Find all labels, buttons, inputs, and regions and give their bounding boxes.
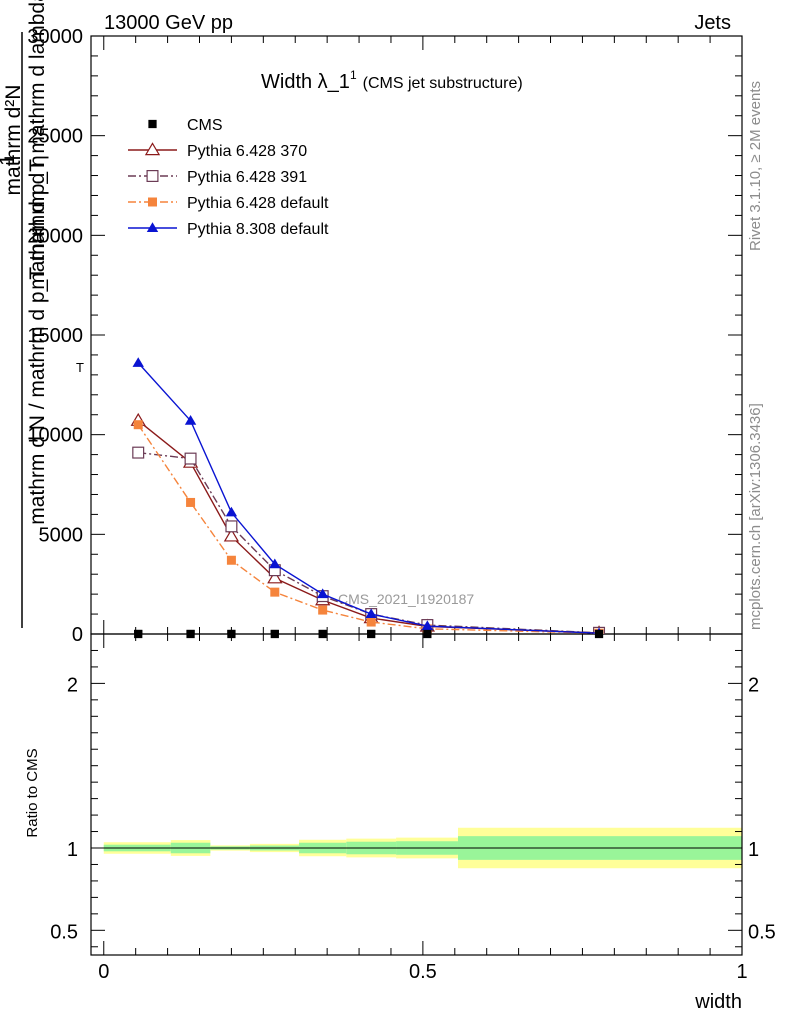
data-points-overlay [134, 629, 604, 639]
ylabel-denominator-two: mathrm d p_T mathrm d lambda [26, 0, 49, 290]
series-point [186, 497, 196, 507]
legend-label: Pythia 8.308 default [187, 221, 329, 238]
series-point [132, 357, 144, 367]
main-ylabel: 1 mathrm d N / mathrm d p_T mathrm d η [0, 32, 49, 628]
main-ytick-label: 15000 [27, 325, 83, 347]
ylabel-numerator-one: 1 [0, 154, 19, 166]
series-point [316, 588, 329, 599]
legend-label: Pythia 6.428 370 [187, 143, 307, 160]
main-ytick-labels: 0 5000 10000 15000 20000 25000 30000 [27, 26, 83, 646]
legend-marker [148, 119, 157, 129]
series-point [225, 506, 238, 517]
series-line [138, 451, 600, 634]
ratio-ytick-label-left: 2 [67, 674, 78, 696]
header-process-label: Jets [694, 12, 731, 34]
series-line [137, 362, 600, 634]
data-point [423, 629, 432, 639]
series-point [318, 605, 328, 615]
ratio-ytick-label-right: 1 [748, 839, 759, 861]
legend-item-0: CMS [148, 117, 223, 134]
legend-item-4: Pythia 8.308 default [128, 221, 329, 238]
legend-label: CMS [187, 117, 223, 134]
series-point [270, 587, 280, 597]
series-point [184, 452, 197, 465]
series-point [133, 420, 143, 430]
ylabel-numerator-two: mathrm d²N [2, 85, 25, 196]
ratio-ytick-labels: 0.5 0.5 1 1 2 2 [50, 674, 776, 943]
main-ytick-label: 10000 [27, 425, 83, 447]
data-point [186, 629, 195, 639]
data-point [134, 629, 143, 639]
analysis-watermark: CMS_2021_I1920187 [338, 591, 474, 607]
plot-title: Width λ_11 (CMS jet substructure) [261, 68, 523, 93]
xtick-label: 1 [736, 961, 747, 983]
xlabel: width [694, 991, 742, 1013]
series-4 [132, 357, 603, 634]
legend-item-3: Pythia 6.428 default [128, 195, 329, 212]
main-ylabel-second: mathrm d²N mathrm d p_T mathrm d lambda [2, 0, 49, 290]
data-point [367, 629, 376, 639]
mcplots-label: mcplots.cern.ch [arXiv:1306.3436] [747, 403, 764, 630]
legend-marker [146, 222, 159, 232]
series-point [184, 415, 197, 425]
ratio-axis-ticks [91, 634, 743, 955]
series-point [132, 446, 145, 459]
main-ytick-label: 25000 [27, 126, 83, 148]
header-energy-label: 13000 GeV pp [104, 12, 233, 34]
legend-label: Pythia 6.428 391 [187, 169, 307, 186]
series-line [137, 420, 600, 634]
series-2 [132, 446, 606, 634]
data-point [594, 629, 604, 639]
series-point [421, 620, 434, 631]
legend-marker [146, 170, 159, 183]
series-point [365, 608, 377, 619]
ylabel-subscript: T [76, 360, 84, 375]
series-point [226, 555, 236, 565]
data-point [318, 629, 327, 639]
xtick-label: 0 [98, 961, 109, 983]
main-ytick-label: 30000 [27, 26, 83, 48]
series-point [267, 570, 283, 584]
data-point [227, 629, 236, 639]
legend-label: Pythia 6.428 default [187, 195, 329, 212]
xtick-label: 0.5 [409, 961, 437, 983]
ratio-ytick-label-right: 0.5 [748, 921, 776, 943]
ratio-ytick-label-left: 0.5 [50, 921, 78, 943]
main-ytick-label: 20000 [27, 225, 83, 247]
data-point [270, 629, 279, 639]
rivet-version-label: Rivet 3.1.10, ≥ 2M events [747, 81, 764, 251]
main-ytick-label: 5000 [39, 524, 84, 546]
series-point [225, 520, 238, 533]
series-line [137, 424, 600, 634]
xtick-labels: 0 0.5 1 [98, 961, 747, 983]
legend: CMS Pythia 6.428 370 Pythia 6.428 391 Pythi… [128, 117, 329, 238]
legend-item-1: Pythia 6.428 370 [128, 142, 307, 160]
series-point [269, 558, 281, 569]
series-point [366, 617, 376, 627]
ratio-plot-frame [90, 633, 743, 956]
main-ytick-label: 0 [72, 624, 83, 646]
ratio-ytick-label-right: 2 [748, 674, 759, 696]
ratio-ytick-label-left: 1 [67, 839, 78, 861]
legend-item-2: Pythia 6.428 391 [128, 169, 307, 186]
legend-marker [144, 142, 161, 156]
series-point [223, 528, 240, 542]
ylabel-denominator-one: mathrm d N / mathrm d p_T mathrm d η [26, 155, 49, 525]
legend-marker [148, 197, 157, 207]
ratio-ylabel: Ratio to CMS [24, 748, 41, 837]
